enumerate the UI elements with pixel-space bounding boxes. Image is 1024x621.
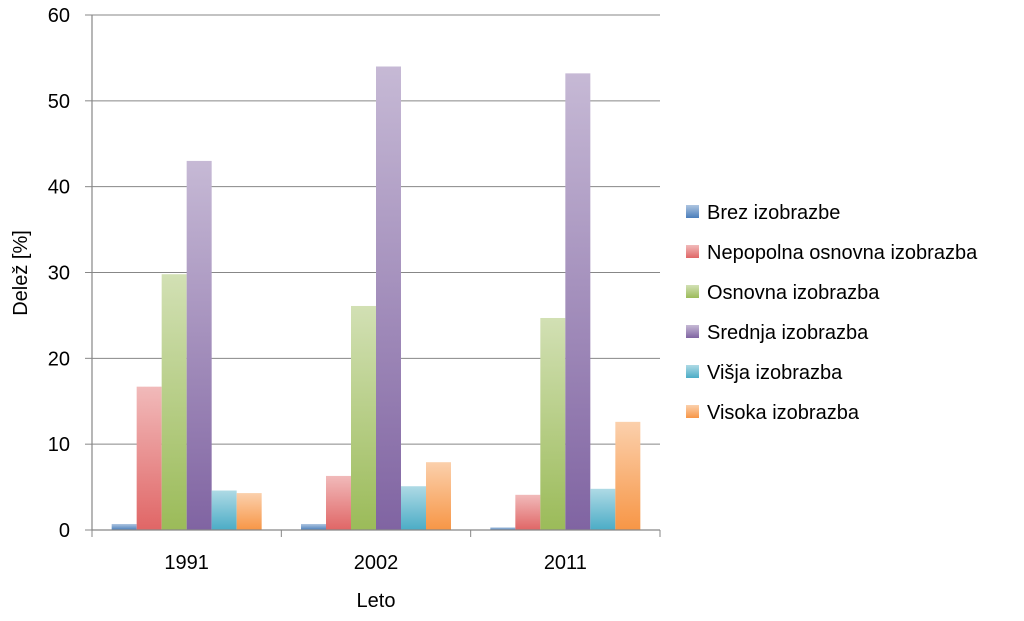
y-tick-labels: 0 10 20 30 40 50 60 xyxy=(48,5,70,542)
bar xyxy=(490,527,516,530)
bar xyxy=(351,305,376,530)
x-tick-labels: 1991 2002 2011 xyxy=(164,552,586,574)
bar xyxy=(161,274,187,530)
bar xyxy=(211,490,237,530)
legend-label: Srednja izobrazba xyxy=(707,322,869,344)
y-tick-label: 20 xyxy=(48,348,70,370)
x-tick-label: 2011 xyxy=(544,552,587,574)
y-tick-label: 10 xyxy=(48,434,70,456)
y-tick-label: 50 xyxy=(48,91,70,113)
legend-label: Visoka izobrazba xyxy=(707,402,860,424)
bar xyxy=(326,475,351,530)
bars xyxy=(111,66,641,530)
legend-label: Brez izobrazbe xyxy=(707,202,840,224)
legend-swatch xyxy=(686,285,699,298)
legend-swatch xyxy=(686,205,699,218)
bar xyxy=(426,462,451,530)
x-tick-label: 2002 xyxy=(354,552,399,574)
bar xyxy=(136,386,162,530)
bar xyxy=(186,160,212,530)
bar xyxy=(236,493,262,530)
y-axis-title: Delež [%] xyxy=(10,230,32,316)
axes xyxy=(91,15,661,537)
legend-swatch xyxy=(686,245,699,258)
legend-label: Osnovna izobrazba xyxy=(707,282,880,304)
x-axis-title: Leto xyxy=(357,590,396,612)
bar xyxy=(401,486,426,530)
bar xyxy=(301,523,326,530)
bar xyxy=(540,317,566,530)
legend-swatch xyxy=(686,325,699,338)
bar xyxy=(590,488,616,530)
bar xyxy=(111,523,137,530)
legend-label: Nepopolna osnovna izobrazba xyxy=(707,242,978,264)
legend-swatch xyxy=(686,405,699,418)
bar xyxy=(565,73,591,530)
legend: Brez izobrazbe Nepopolna osnovna izobrazb… xyxy=(686,202,978,424)
y-tick-label: 0 xyxy=(59,520,70,542)
y-tick-label: 30 xyxy=(48,263,70,285)
y-tick-label: 60 xyxy=(48,5,70,27)
legend-swatch xyxy=(686,365,699,378)
bar xyxy=(615,421,641,530)
legend-label: Višja izobrazba xyxy=(707,362,843,384)
y-tick-label: 40 xyxy=(48,177,70,199)
bar xyxy=(515,494,541,530)
bar xyxy=(376,66,401,530)
x-tick-label: 1991 xyxy=(164,552,209,574)
